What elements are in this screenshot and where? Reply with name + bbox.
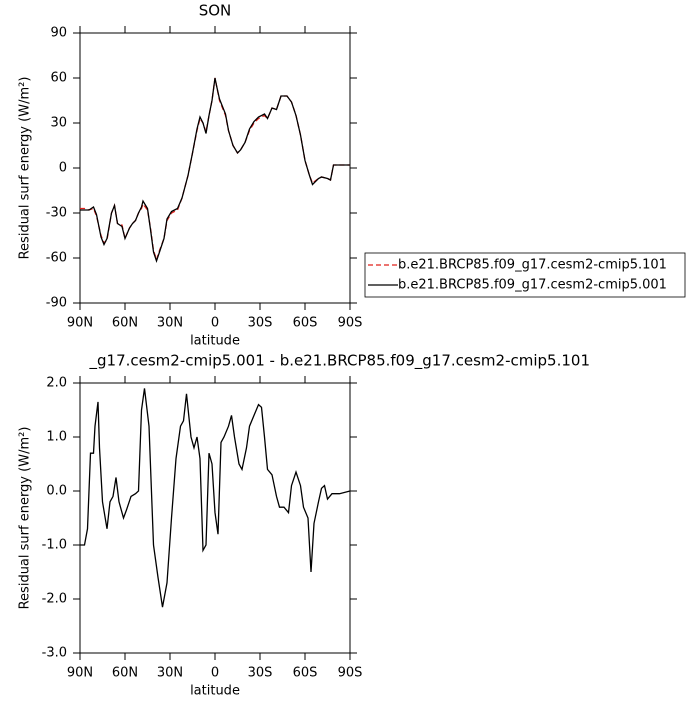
- y-tick-label: 1.0: [46, 430, 67, 445]
- chart-title: _g17.cesm2-cmip5.001 - b.e21.BRCP85.f09_…: [89, 352, 590, 371]
- x-tick-label: 30N: [157, 316, 183, 331]
- x-tick-label: 90N: [67, 666, 93, 681]
- y-tick-label: 90: [50, 26, 67, 41]
- x-tick-label: 90N: [67, 316, 93, 331]
- legend-label: b.e21.BRCP85.f09_g17.cesm2-cmip5.101: [398, 258, 667, 273]
- y-tick-label: 2.0: [46, 376, 67, 391]
- x-tick-label: 30S: [248, 316, 273, 331]
- chart-title: SON: [199, 2, 232, 20]
- y-tick-label: 30: [50, 116, 67, 131]
- plot-frame: [79, 382, 351, 654]
- x-tick-label: 0: [211, 666, 219, 681]
- x-axis-label: latitude: [190, 684, 240, 699]
- x-tick-label: 30N: [157, 666, 183, 681]
- y-axis-label: Residual surf energy (W/m²): [18, 427, 33, 610]
- y-tick-label: -90: [46, 296, 67, 311]
- y-tick-label: -2.0: [42, 592, 67, 607]
- x-tick-label: 60S: [293, 316, 318, 331]
- x-tick-label: 0: [211, 316, 219, 331]
- plot-frame: [79, 32, 351, 304]
- y-tick-label: 60: [50, 71, 67, 86]
- legend-label: b.e21.BRCP85.f09_g17.cesm2-cmip5.001: [398, 278, 667, 293]
- y-tick-label: -1.0: [42, 538, 67, 553]
- data-line: [80, 77, 350, 264]
- y-tick-label: -60: [46, 251, 67, 266]
- x-tick-label: 30S: [248, 666, 273, 681]
- x-tick-label: 90S: [338, 666, 363, 681]
- data-line: [80, 77, 350, 262]
- y-tick-label: 0: [59, 161, 67, 176]
- y-axis-label: Residual surf energy (W/m²): [18, 77, 33, 260]
- x-tick-label: 60N: [112, 316, 138, 331]
- data-line: [80, 388, 351, 608]
- y-tick-label: 0.0: [46, 484, 67, 499]
- x-axis-label: latitude: [190, 334, 240, 349]
- y-tick-label: -30: [46, 206, 67, 221]
- x-tick-label: 60N: [112, 666, 138, 681]
- x-tick-label: 90S: [338, 316, 363, 331]
- x-tick-label: 60S: [293, 666, 318, 681]
- legend-box: [364, 252, 686, 298]
- y-tick-label: -3.0: [42, 646, 67, 661]
